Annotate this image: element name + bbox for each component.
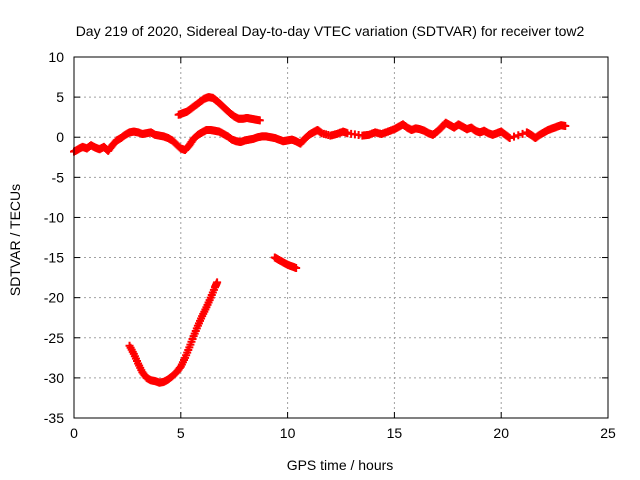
y-tick-label: 5 <box>56 89 64 105</box>
series-lower-dip <box>125 278 222 387</box>
series-main-band <box>70 118 570 156</box>
y-tick-label: -30 <box>44 370 64 386</box>
y-tick-label: -5 <box>52 169 65 185</box>
y-ticks: 10 5 0 -5 -10 -15 -20 -25 -30 -35 <box>44 49 608 426</box>
x-tick-label: 10 <box>280 425 296 441</box>
y-axis-label: SDTVAR / TECUs <box>7 184 23 296</box>
plot-frame <box>73 56 609 419</box>
data-point <box>505 134 514 143</box>
data-point <box>292 263 301 272</box>
y-tick-label: -35 <box>44 410 64 426</box>
y-tick-label: -15 <box>44 250 64 266</box>
x-tick-label: 20 <box>493 425 509 441</box>
data-point <box>255 116 264 125</box>
y-tick-label: -10 <box>44 209 64 225</box>
y-tick-label: 10 <box>48 49 64 65</box>
data-point <box>561 121 570 130</box>
y-tick-label: -25 <box>44 330 64 346</box>
y-tick-label: -20 <box>44 290 64 306</box>
chart-title: Day 219 of 2020, Sidereal Day-to-day VTE… <box>76 23 585 39</box>
x-axis-label: GPS time / hours <box>287 457 394 473</box>
x-tick-label: 15 <box>387 425 403 441</box>
x-tick-label: 25 <box>600 425 616 441</box>
data-point <box>514 131 523 140</box>
x-tick-label: 0 <box>70 425 78 441</box>
series-isolated-segment <box>270 253 301 272</box>
x-tick-label: 5 <box>177 425 185 441</box>
y-tick-label: 0 <box>56 129 64 145</box>
data-points <box>70 93 570 387</box>
series-upper-arc <box>174 93 264 125</box>
data-point <box>213 278 222 287</box>
data-point <box>510 132 519 141</box>
